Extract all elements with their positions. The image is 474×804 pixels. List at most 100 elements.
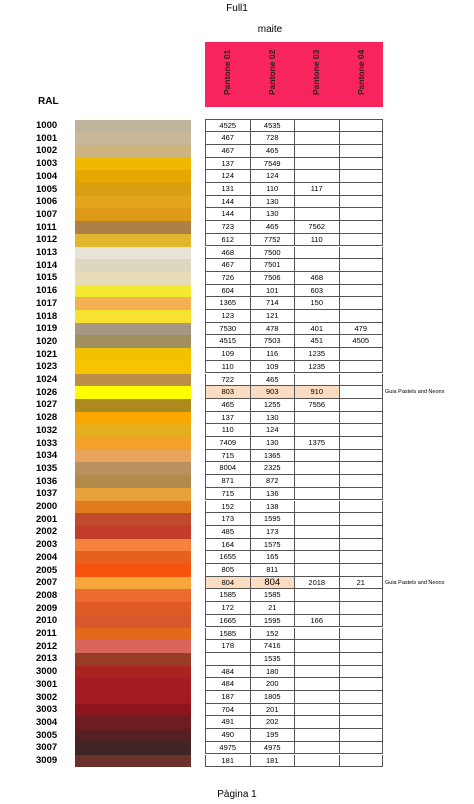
pantone-column-header: Pantone 04 [339, 42, 384, 107]
ral-code: 1013 [36, 247, 58, 258]
pantone-cell [338, 551, 383, 564]
color-swatch [75, 614, 191, 628]
pantone-cell: 723 [205, 221, 250, 234]
color-swatch [75, 208, 191, 222]
pantone-cell: 1535 [249, 652, 294, 666]
pantone-cell: 124 [249, 170, 294, 183]
pantone-cell: 137 [205, 411, 250, 425]
pantone-cell: 2325 [249, 462, 294, 476]
ral-code: 1015 [36, 272, 58, 284]
pantone-cell: 479 [338, 322, 383, 336]
pantone-cell [294, 195, 339, 209]
pantone-cell [338, 487, 383, 501]
pantone-column-label: Pantone 02 [266, 49, 277, 95]
pantone-cell [338, 297, 383, 310]
pantone-cell: 166 [294, 614, 339, 628]
ral-code: 1026 [36, 386, 58, 398]
color-swatch [75, 373, 191, 387]
color-swatch [75, 449, 191, 463]
color-swatch [75, 170, 191, 184]
pantone-cell: 7409 [205, 437, 250, 450]
pantone-cell [294, 462, 339, 476]
ral-code: 2013 [36, 653, 58, 665]
pantone-cell [338, 614, 383, 628]
pantone-cell [294, 525, 339, 539]
pantone-cell: 715 [205, 487, 250, 501]
pantone-cell [338, 208, 383, 222]
pantone-cell [338, 564, 383, 577]
pantone-cell: 173 [205, 513, 250, 526]
pantone-cell: 117 [294, 183, 339, 196]
pantone-cell: 1255 [249, 398, 294, 412]
ral-code: 2002 [36, 526, 58, 538]
color-swatch [75, 335, 191, 349]
pantone-cell: 137 [205, 157, 250, 171]
color-swatch [75, 589, 191, 603]
color-swatch [75, 729, 191, 742]
color-swatch [75, 513, 191, 526]
ral-code: 1033 [36, 437, 58, 449]
ral-code: 2001 [36, 513, 58, 525]
pantone-cell [338, 310, 383, 323]
pantone-cell: 1805 [249, 691, 294, 704]
color-swatch [75, 487, 191, 501]
ral-code: 2000 [36, 501, 58, 512]
pantone-cell: 484 [205, 678, 250, 691]
ral-code: 1001 [36, 132, 58, 144]
pantone-cell: 144 [205, 208, 250, 222]
pantone-cell [294, 716, 339, 730]
color-swatch [75, 576, 191, 590]
ral-code: 1005 [36, 183, 58, 195]
pantone-cell: 172 [205, 602, 250, 615]
pantone-cell: 150 [294, 297, 339, 310]
pantone-cell: 1655 [205, 551, 250, 564]
pantone-cell [294, 538, 339, 552]
pantone-cell [338, 640, 383, 653]
pantone-cell: 130 [249, 437, 294, 450]
pantone-cell: 201 [249, 703, 294, 717]
pantone-cell: 1595 [249, 513, 294, 526]
color-swatch [75, 424, 191, 438]
pantone-cell [338, 602, 383, 615]
pantone-cell [338, 691, 383, 704]
pantone-cell: 130 [249, 195, 294, 209]
pantone-cell: 728 [249, 132, 294, 145]
color-swatch [75, 271, 191, 285]
ral-code: 1017 [36, 297, 58, 309]
pantone-cell [338, 157, 383, 171]
pantone-cell [294, 208, 339, 222]
color-swatch [75, 551, 191, 565]
pantone-cell: 7752 [249, 233, 294, 247]
ral-code: 1020 [36, 335, 58, 347]
pantone-cell [294, 310, 339, 323]
pantone-cell: 131 [205, 183, 250, 196]
pantone-cell [338, 424, 383, 437]
pantone-cell: 4505 [338, 335, 383, 349]
ral-code: 1019 [36, 323, 58, 335]
ral-code: 1021 [36, 348, 58, 360]
pantone-cell [294, 551, 339, 564]
pantone-column-label: Pantone 01 [222, 49, 233, 95]
pantone-cell [338, 144, 383, 158]
pantone-cell: 181 [205, 754, 250, 768]
ral-code: 3003 [36, 704, 58, 716]
pantone-column-header: Pantone 03 [294, 42, 339, 107]
ral-code: 1006 [36, 196, 58, 208]
pantone-cell: 604 [205, 284, 250, 298]
color-swatch [75, 284, 191, 298]
pantone-cell [338, 195, 383, 209]
pantone-cell: 109 [205, 348, 250, 361]
pantone-cell: 4515 [205, 335, 250, 349]
color-swatch [75, 602, 191, 615]
color-swatch [75, 246, 191, 260]
ral-code: 3005 [36, 729, 58, 741]
pantone-cell: 130 [249, 411, 294, 425]
pantone-cell: 715 [205, 449, 250, 463]
pantone-cell: 136 [249, 487, 294, 501]
color-swatch [75, 360, 191, 374]
color-swatch [75, 691, 191, 704]
pantone-cell: 490 [205, 729, 250, 742]
ral-code: 2011 [36, 628, 57, 639]
note: Guia Pastels and Neons [385, 579, 445, 586]
pantone-cell [294, 411, 339, 425]
